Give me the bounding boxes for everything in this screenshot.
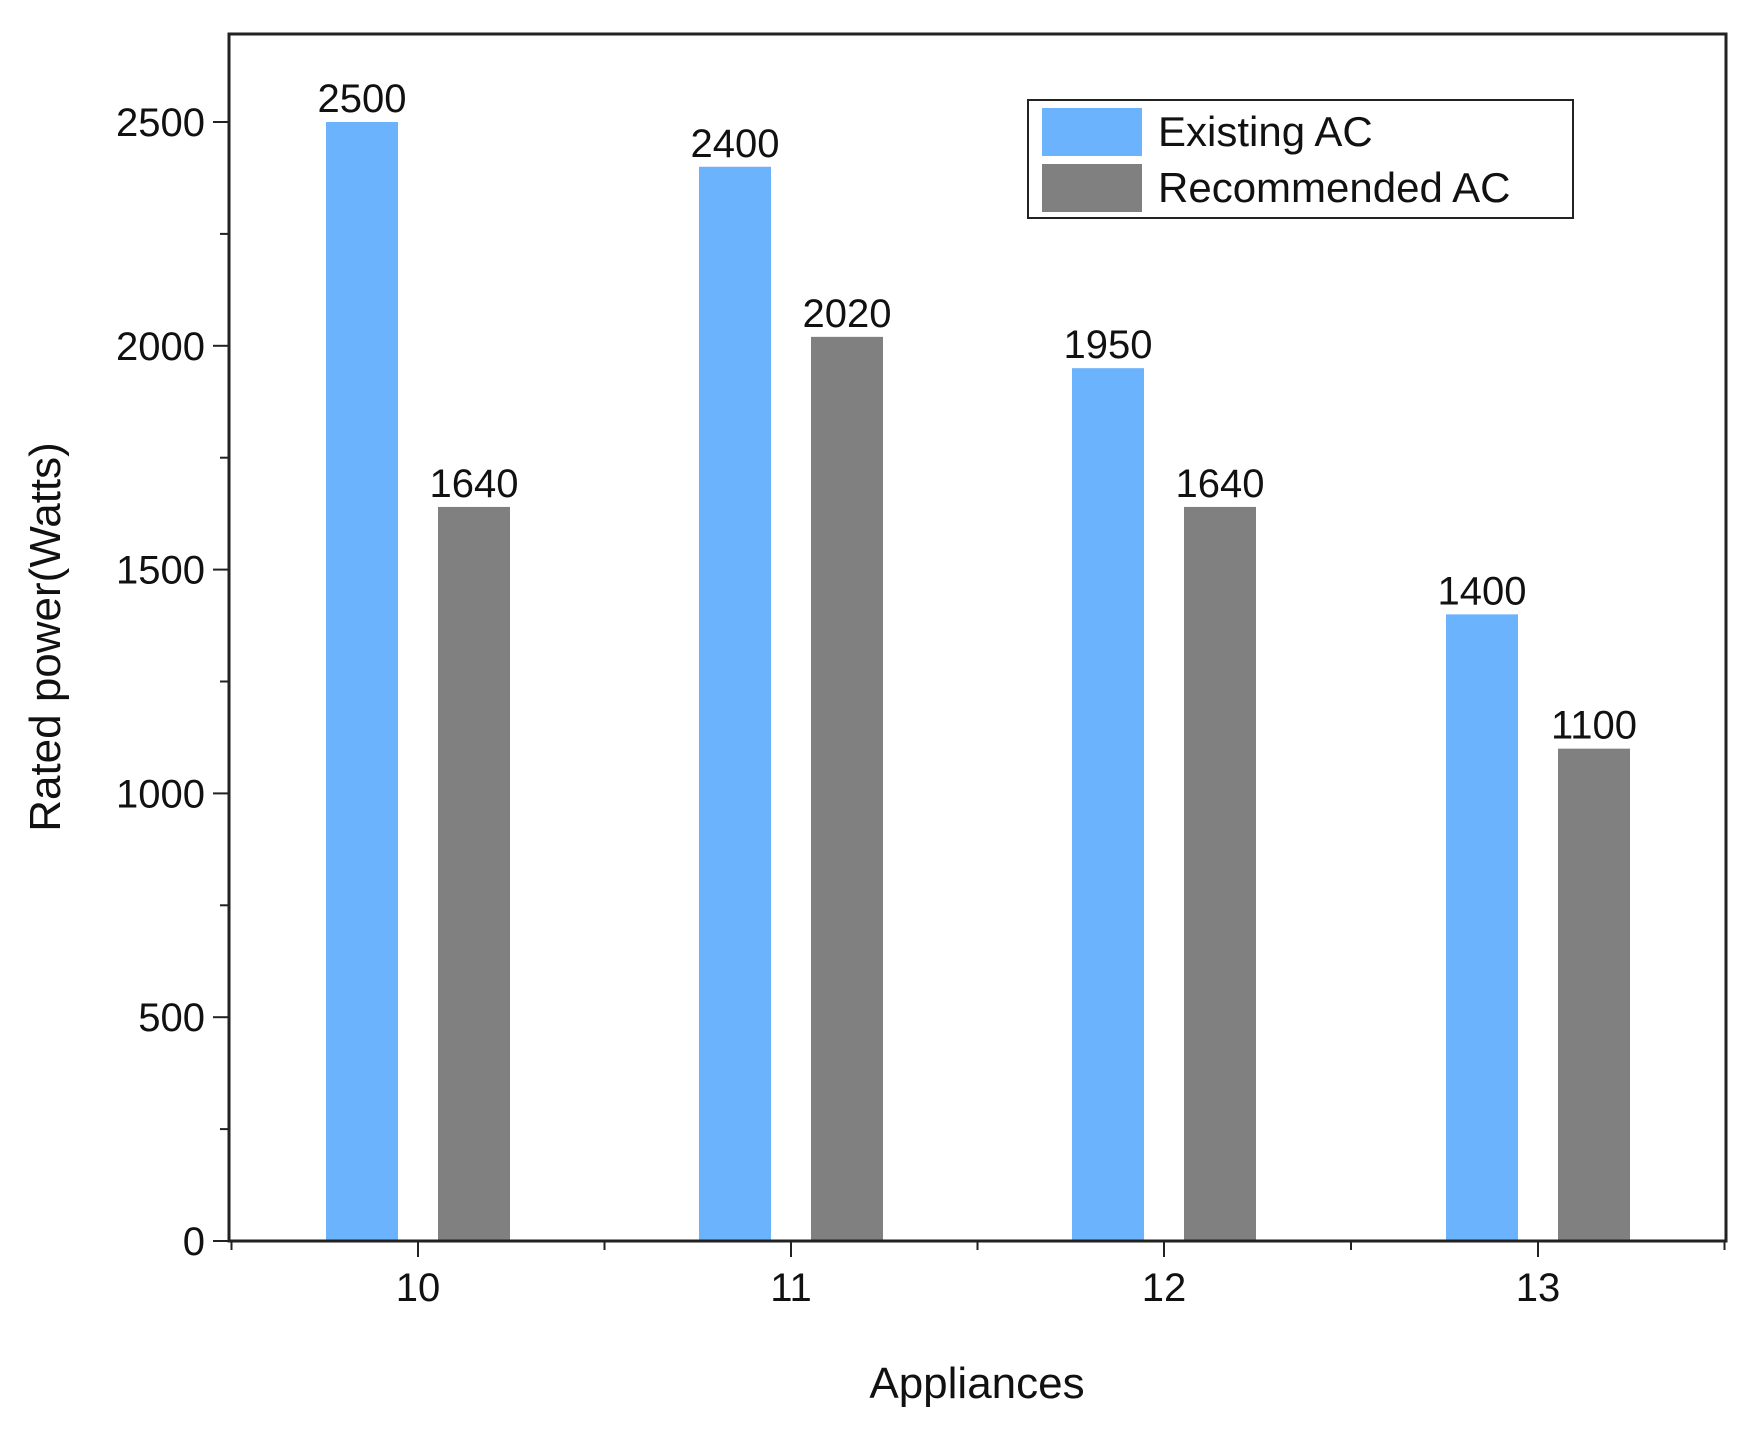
y-tick-label-1500: 1500 xyxy=(116,549,205,593)
legend-label-existing-ac: Existing AC xyxy=(1158,108,1373,155)
y-axis-title: Rated power(Watts) xyxy=(21,442,70,832)
legend-label-recommended-ac: Recommended AC xyxy=(1158,164,1511,211)
bars-group xyxy=(326,122,1630,1241)
bar-existing-ac-10 xyxy=(326,122,398,1241)
bar-existing-ac-12 xyxy=(1072,368,1144,1241)
data-label-recommended-ac-13: 1100 xyxy=(1551,704,1637,748)
bar-recommended-ac-10 xyxy=(438,506,510,1241)
bar-recommended-ac-13 xyxy=(1558,748,1630,1241)
x-axis-title: Appliances xyxy=(869,1359,1084,1408)
x-tick-label-10: 10 xyxy=(396,1266,441,1310)
y-tick-label-2000: 2000 xyxy=(116,325,205,369)
y-tick-label-500: 500 xyxy=(138,996,205,1040)
data-label-recommended-ac-10: 1640 xyxy=(430,462,519,506)
legend-swatch-existing-ac xyxy=(1042,108,1142,156)
bar-recommended-ac-11 xyxy=(811,336,883,1241)
data-labels-group: 2500 2400 1950 1400 1640 2020 1640 1100 xyxy=(318,77,1638,748)
legend-swatch-recommended-ac xyxy=(1042,164,1142,212)
data-label-existing-ac-13: 1400 xyxy=(1438,569,1527,613)
y-tick-label-2500: 2500 xyxy=(116,101,205,145)
x-tick-label-12: 12 xyxy=(1142,1266,1187,1310)
bar-recommended-ac-12 xyxy=(1184,506,1256,1241)
y-tick-label-0: 0 xyxy=(183,1220,205,1264)
y-tick-label-1000: 1000 xyxy=(116,772,205,816)
data-label-existing-ac-11: 2400 xyxy=(691,122,780,166)
data-label-existing-ac-12: 1950 xyxy=(1064,323,1153,367)
legend: Existing AC Recommended AC xyxy=(1027,99,1574,219)
data-label-existing-ac-10: 2500 xyxy=(318,77,407,121)
x-axis: 10 11 12 13 xyxy=(230,1241,1726,1310)
bar-existing-ac-13 xyxy=(1446,614,1518,1241)
bar-existing-ac-11 xyxy=(699,166,771,1241)
data-label-recommended-ac-11: 2020 xyxy=(803,292,892,336)
y-axis: 0 500 1000 1500 2000 2500 xyxy=(116,101,229,1264)
x-tick-label-13: 13 xyxy=(1516,1266,1561,1310)
data-label-recommended-ac-12: 1640 xyxy=(1176,462,1265,506)
x-tick-label-11: 11 xyxy=(770,1266,812,1310)
